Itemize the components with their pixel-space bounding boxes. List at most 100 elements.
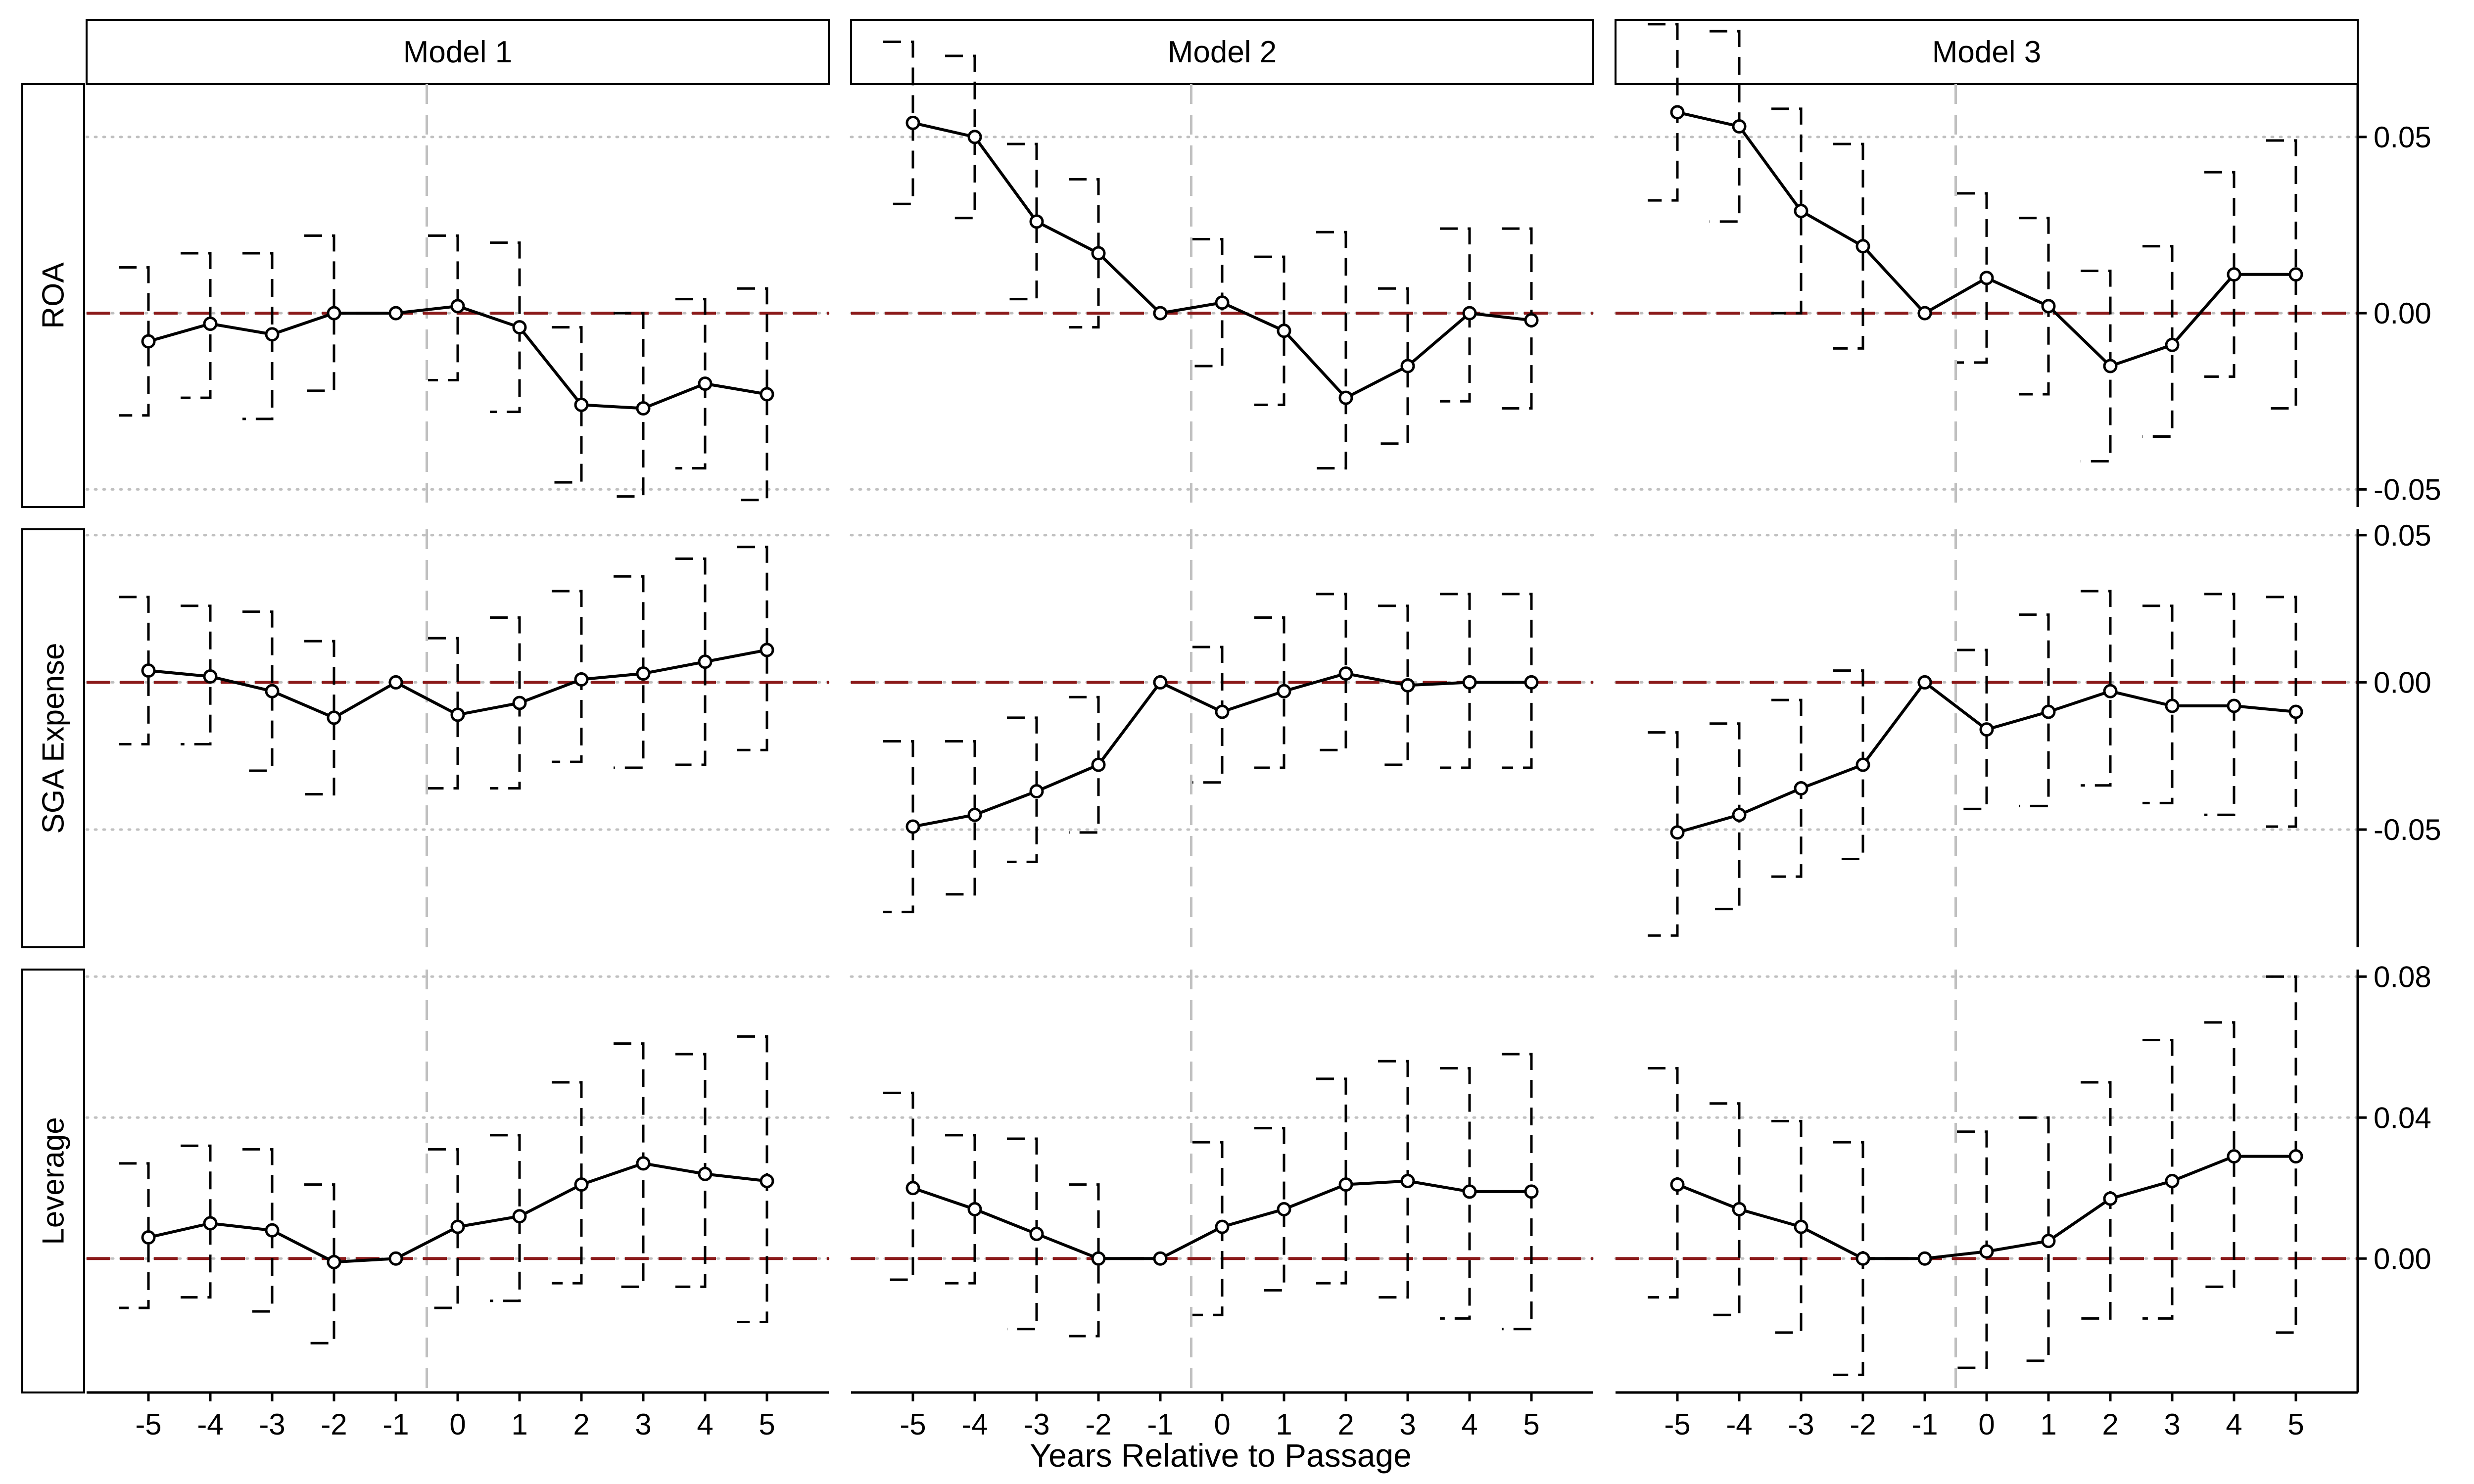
- estimate-point: [1029, 784, 1044, 799]
- error-bar: [1771, 1119, 1803, 1334]
- x-tick-label: 3: [635, 1408, 651, 1441]
- y-tick-label: 0.05: [2374, 519, 2431, 552]
- y-tick-label: 0.00: [2374, 297, 2431, 330]
- error-bar: [2204, 171, 2236, 378]
- column-strip-label: Model 1: [403, 35, 513, 69]
- estimate-point: [2288, 267, 2303, 282]
- error-bar: [119, 266, 150, 417]
- estimate-point: [1400, 678, 1415, 693]
- estimate-point: [1670, 825, 1685, 840]
- error-bar: [945, 740, 976, 896]
- error-bar: [1007, 716, 1038, 863]
- estimate-point: [1215, 704, 1230, 719]
- estimate-point: [905, 115, 920, 130]
- x-tick-label: 4: [1461, 1408, 1477, 1441]
- estimate-point: [1153, 1251, 1168, 1266]
- error-bar: [552, 1081, 583, 1285]
- error-bar: [1069, 178, 1100, 329]
- estimate-point: [141, 1230, 156, 1245]
- error-bar: [1648, 731, 1679, 937]
- error-bar: [119, 1162, 150, 1309]
- x-tick-label: -4: [961, 1408, 988, 1441]
- estimate-point: [203, 1216, 218, 1231]
- estimate-point: [1462, 1184, 1477, 1199]
- estimate-point: [2227, 698, 2241, 713]
- x-tick-label: 4: [2226, 1408, 2242, 1441]
- x-tick-label: 1: [2040, 1408, 2056, 1441]
- y-tick-label: -0.05: [2374, 813, 2441, 846]
- error-bar: [119, 596, 150, 745]
- estimate-point: [574, 672, 589, 687]
- error-bar: [1254, 255, 1285, 406]
- row-strip-label: Leverage: [37, 1117, 71, 1245]
- estimate-point: [2227, 1149, 2241, 1164]
- estimate-point: [1917, 1251, 1932, 1266]
- panel: [85, 529, 830, 947]
- estimate-point: [450, 1219, 465, 1234]
- estimate-point: [760, 643, 774, 657]
- panel: [85, 84, 830, 507]
- x-tick-label: 3: [2164, 1408, 2180, 1441]
- error-bar: [242, 1148, 274, 1313]
- estimate-point: [760, 1174, 774, 1188]
- estimate-point: [388, 306, 403, 321]
- estimate-point: [2041, 704, 2056, 719]
- error-bar: [1316, 231, 1347, 470]
- estimate-point: [967, 807, 982, 822]
- estimate-point: [1917, 675, 1932, 690]
- estimate-point: [1979, 271, 1994, 285]
- x-tick-label: 4: [697, 1408, 713, 1441]
- estimate-point: [1338, 390, 1353, 405]
- x-tick-label: -1: [1911, 1408, 1938, 1441]
- x-tick-label: -4: [197, 1408, 223, 1441]
- estimate-point: [388, 675, 403, 690]
- estimate-point: [905, 819, 920, 834]
- x-tick-label: -5: [900, 1408, 926, 1441]
- estimate-point: [1524, 1184, 1539, 1199]
- estimate-point: [636, 401, 651, 416]
- error-bar: [552, 326, 583, 484]
- x-tick-label: 1: [1276, 1408, 1292, 1441]
- panel: [1614, 23, 2359, 507]
- estimate-point: [967, 1202, 982, 1216]
- estimate-point: [1091, 1251, 1106, 1266]
- error-bar: [242, 610, 274, 772]
- estimate-point: [1091, 757, 1106, 772]
- error-bar: [181, 252, 212, 399]
- estimate-point: [1524, 313, 1539, 327]
- error-bar: [181, 1144, 212, 1299]
- estimate-point: [1277, 684, 1291, 698]
- row-strips: ROA SGA Expense Leverage: [21, 83, 85, 1393]
- error-bar: [2204, 1021, 2236, 1288]
- estimate-point: [512, 320, 527, 335]
- estimate-point: [1153, 675, 1168, 690]
- error-bar: [1254, 616, 1285, 769]
- x-tick-label: -5: [1664, 1408, 1690, 1441]
- estimate-point: [327, 1254, 341, 1269]
- error-bar: [675, 557, 707, 766]
- estimate-point: [698, 376, 713, 391]
- x-tick-label: 5: [759, 1408, 775, 1441]
- estimate-point: [1338, 1177, 1353, 1192]
- error-bar: [1254, 1127, 1285, 1292]
- estimate-point: [2041, 1234, 2056, 1249]
- estimate-point: [1794, 1219, 1808, 1234]
- x-tick-label: 0: [449, 1408, 466, 1441]
- estimate-point: [1732, 119, 1747, 134]
- estimate-point: [1794, 204, 1808, 218]
- estimate-point: [1794, 781, 1808, 796]
- estimate-point: [1670, 105, 1685, 120]
- estimate-point: [512, 1209, 527, 1224]
- error-bar: [883, 41, 914, 205]
- estimate-point: [1462, 675, 1477, 690]
- row-strip-box: [21, 528, 85, 948]
- estimate-point: [1091, 246, 1106, 261]
- estimate-point: [450, 707, 465, 722]
- estimate-point: [1277, 324, 1291, 338]
- estimate-point: [636, 1156, 651, 1171]
- estimate-point: [2165, 698, 2180, 713]
- estimate-point: [1338, 666, 1353, 681]
- x-tick-label: 3: [1399, 1408, 1416, 1441]
